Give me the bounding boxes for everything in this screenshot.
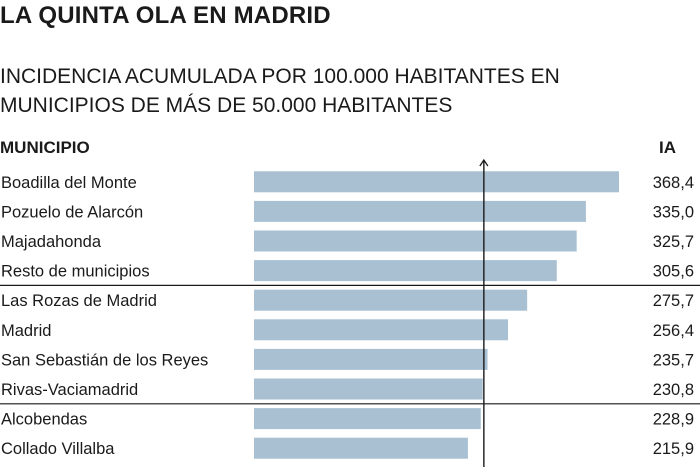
category-label: Pozuelo de Alarcón bbox=[1, 203, 143, 221]
value-label: 228,9 bbox=[653, 411, 694, 429]
bar bbox=[254, 200, 586, 222]
bar bbox=[254, 230, 577, 252]
value-label: 256,4 bbox=[653, 322, 694, 340]
value-label: 305,6 bbox=[653, 263, 694, 281]
value-label: 325,7 bbox=[653, 233, 694, 251]
category-label: Collado Villalba bbox=[1, 440, 115, 458]
category-label: Boadilla del Monte bbox=[1, 174, 137, 192]
bar bbox=[254, 408, 481, 430]
bar bbox=[254, 289, 528, 311]
bar bbox=[254, 260, 557, 282]
value-label: 215,9 bbox=[653, 440, 694, 458]
category-label: Madrid bbox=[1, 322, 51, 340]
category-label: Resto de municipios bbox=[1, 263, 150, 281]
bar bbox=[254, 319, 509, 341]
bar bbox=[254, 378, 483, 400]
category-label: Rivas-Vaciamadrid bbox=[1, 381, 138, 399]
value-label: 235,7 bbox=[653, 351, 694, 369]
chart-subtitle: INCIDENCIA ACUMULADA POR 100.000 HABITAN… bbox=[0, 65, 560, 117]
category-label: Majadahonda bbox=[1, 233, 102, 251]
value-label: 275,7 bbox=[653, 292, 694, 310]
reference-arrow-icon bbox=[479, 158, 489, 167]
value-label: 335,0 bbox=[653, 203, 694, 221]
bar bbox=[254, 437, 468, 459]
value-label: 368,4 bbox=[653, 174, 694, 192]
category-label: Las Rozas de Madrid bbox=[1, 292, 157, 310]
chart-title: LA QUINTA OLA EN MADRID bbox=[0, 2, 331, 29]
value-label: 230,8 bbox=[653, 381, 694, 399]
category-label: Alcobendas bbox=[1, 411, 87, 429]
category-label: San Sebastián de los Reyes bbox=[1, 351, 208, 369]
bar bbox=[254, 348, 488, 370]
column-header-municipio: MUNICIPIO bbox=[0, 138, 90, 157]
bar bbox=[254, 171, 619, 193]
column-header-ia: IA bbox=[659, 138, 676, 157]
